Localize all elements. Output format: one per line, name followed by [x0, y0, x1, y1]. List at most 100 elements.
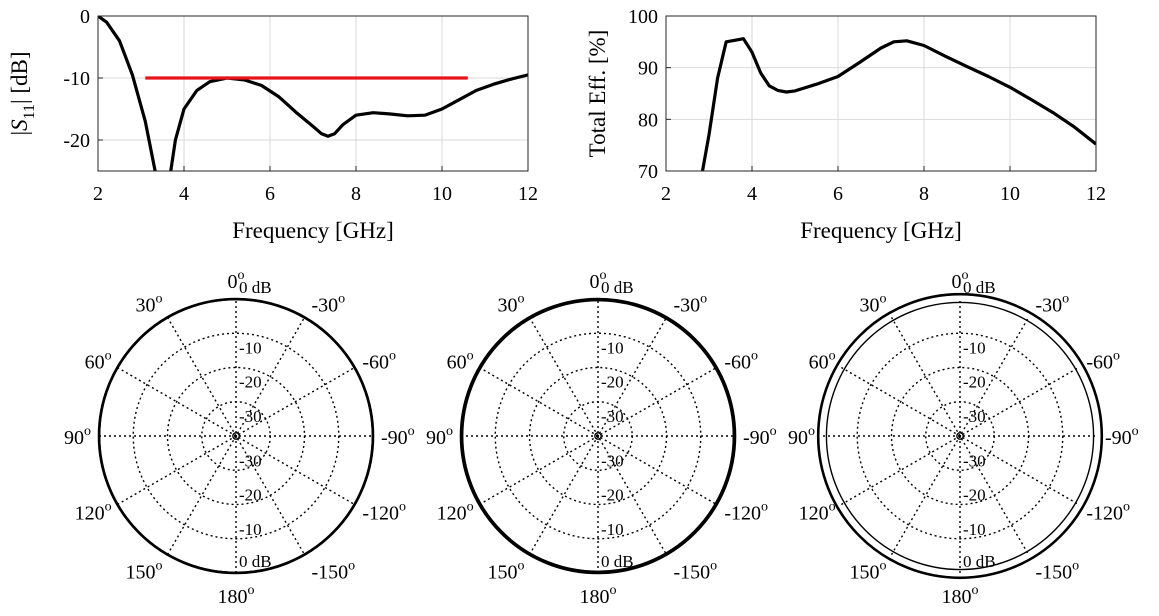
angle-label: 180o	[942, 583, 979, 608]
x-tick-label: 12	[518, 183, 538, 205]
angle-label: -90o	[1105, 424, 1139, 449]
ring-label: -30	[239, 407, 262, 426]
x-tick-label: 2	[661, 183, 671, 205]
polar-pattern-1: 0 dB-10-20-30-30-20-100 dB0o30o60o90o120…	[64, 268, 415, 608]
ring-label: -30	[239, 451, 262, 470]
ring-label: 0 dB	[963, 278, 996, 297]
x-tick-label: 4	[747, 183, 757, 205]
ring-label: -30	[963, 407, 986, 426]
y-tick-label: 70	[638, 161, 658, 183]
angle-label: -120o	[362, 500, 406, 525]
x-tick-label: 6	[833, 183, 843, 205]
pattern-trace	[825, 301, 1095, 571]
center-dot	[234, 434, 238, 438]
angle-label: 0o	[590, 268, 607, 293]
angle-label: -30o	[674, 292, 708, 317]
y-tick-label: 90	[638, 58, 658, 80]
x-tick-label: 10	[1000, 183, 1020, 205]
angle-label: 60o	[809, 349, 836, 374]
y-tick-label: 0	[80, 6, 90, 28]
angle-label: 60o	[447, 349, 474, 374]
angle-label: 180o	[218, 583, 255, 608]
angle-label: -60o	[362, 349, 396, 374]
ring-label: -30	[601, 451, 624, 470]
polar-pattern-3: 0 dB-10-20-30-30-20-100 dB0o30o60o90o120…	[788, 268, 1139, 608]
polar-spoke	[890, 317, 1030, 555]
center-marker	[232, 432, 240, 440]
polar-ring	[856, 332, 1064, 540]
ring-label: -20	[963, 373, 986, 392]
y-tick-label: 80	[638, 109, 658, 131]
x-tick-label: 10	[432, 183, 452, 205]
y-tick-label: -10	[63, 68, 90, 90]
angle-label: 150o	[488, 558, 525, 583]
angle-label: 30o	[498, 292, 525, 317]
x-tick-label: 2	[93, 183, 103, 205]
angle-label: -30o	[1036, 292, 1070, 317]
x-tick-label: 6	[265, 183, 275, 205]
angle-label: 60o	[85, 349, 112, 374]
pattern-trace	[462, 300, 734, 572]
ring-label: -20	[239, 373, 262, 392]
ring-label: -20	[601, 486, 624, 505]
x-axis-label: Frequency [GHz]	[232, 218, 394, 243]
angle-label: -150o	[312, 558, 356, 583]
polar-ring	[132, 332, 340, 540]
angle-label: -90o	[381, 424, 415, 449]
ring-label: 0 dB	[239, 552, 272, 571]
angle-label: -60o	[1086, 349, 1120, 374]
polar-spoke	[166, 317, 306, 555]
ring-label: -30	[601, 407, 624, 426]
angle-label: 30o	[136, 292, 163, 317]
pattern-trace	[816, 292, 1104, 580]
x-tick-label: 8	[919, 183, 929, 205]
angle-label: 150o	[126, 558, 163, 583]
x-axis-label: Frequency [GHz]	[800, 218, 962, 243]
y-axis-label: |S11| [dB]	[7, 51, 38, 135]
center-marker	[956, 432, 964, 440]
angle-label: -120o	[1086, 500, 1130, 525]
angle-label: -90o	[743, 424, 777, 449]
ring-label: -10	[963, 520, 986, 539]
angle-label: -120o	[724, 500, 768, 525]
ring-label: -20	[963, 486, 986, 505]
x-tick-label: 4	[179, 183, 189, 205]
pattern-trace	[459, 297, 737, 575]
angle-label: 90o	[426, 424, 453, 449]
angle-label: 90o	[788, 424, 815, 449]
angle-label: 180o	[580, 583, 617, 608]
ring-label: -20	[601, 373, 624, 392]
angle-label: -60o	[724, 349, 758, 374]
center-dot	[596, 434, 600, 438]
series-line	[98, 16, 528, 171]
angle-label: 120o	[799, 500, 836, 525]
angle-label: 0o	[952, 268, 969, 293]
y-tick-label: -20	[63, 130, 90, 152]
angle-label: -150o	[1036, 558, 1080, 583]
polar-spoke	[528, 317, 668, 555]
angle-label: 150o	[850, 558, 887, 583]
angle-label: 90o	[64, 424, 91, 449]
polar-pattern-2: 0 dB-10-20-30-30-20-100 dB0o30o60o90o120…	[426, 268, 777, 608]
y-tick-label: 100	[628, 6, 658, 28]
x-tick-label: 12	[1086, 183, 1106, 205]
ring-label: -30	[963, 451, 986, 470]
angle-label: 30o	[860, 292, 887, 317]
ring-label: -10	[963, 338, 986, 357]
polar-ring	[494, 332, 702, 540]
angle-label: -30o	[312, 292, 346, 317]
pattern-trace	[98, 298, 374, 574]
ring-label: -10	[601, 338, 624, 357]
ring-label: -10	[239, 338, 262, 357]
ring-label: 0 dB	[963, 552, 996, 571]
ring-label: -10	[601, 520, 624, 539]
ring-label: 0 dB	[601, 552, 634, 571]
y-axis-label: Total Eff. [%]	[585, 30, 610, 158]
angle-label: 120o	[437, 500, 474, 525]
center-marker	[594, 432, 602, 440]
series-line	[700, 37, 1096, 171]
angle-label: 0o	[228, 268, 245, 293]
x-tick-label: 8	[351, 183, 361, 205]
center-dot	[958, 434, 962, 438]
